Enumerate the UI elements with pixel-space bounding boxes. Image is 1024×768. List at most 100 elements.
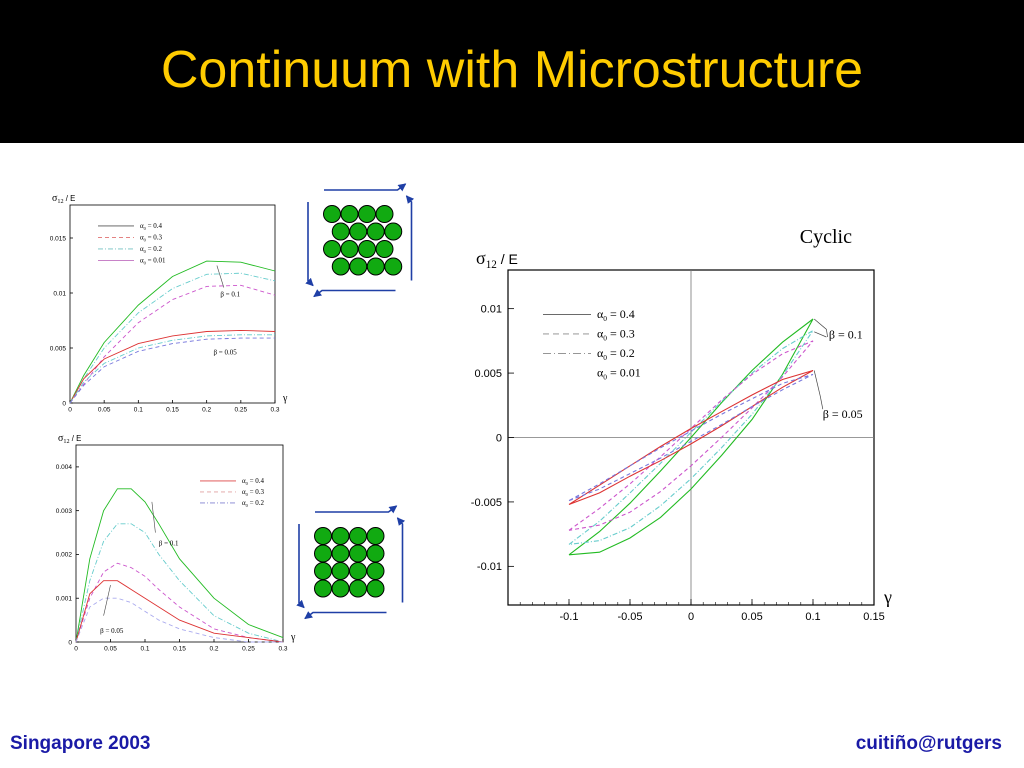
x-axis-label: γ bbox=[883, 587, 892, 607]
series-line-1 bbox=[75, 488, 284, 643]
series-line-6 bbox=[69, 337, 275, 404]
x-tick-label: -0.1 bbox=[560, 611, 579, 623]
series-line-2 bbox=[568, 330, 814, 545]
particle-disk bbox=[358, 240, 376, 258]
legend-label-2: α0 = 0.3 bbox=[242, 488, 265, 497]
bracket-beta-0-1 bbox=[813, 318, 828, 338]
particle-disk bbox=[358, 205, 376, 223]
bracket-beta-0-05 bbox=[813, 370, 824, 410]
x-tick-label: -0.05 bbox=[617, 611, 642, 623]
plot-frame bbox=[69, 204, 276, 404]
particle-disk bbox=[366, 222, 385, 241]
footer-author: cuitiño@rutgers bbox=[855, 733, 1002, 754]
particle-disk bbox=[314, 579, 332, 598]
particle-disk bbox=[349, 544, 367, 563]
y-tick-label: -0.005 bbox=[471, 497, 502, 509]
particle-disk bbox=[331, 579, 350, 598]
particle-disk bbox=[331, 544, 350, 563]
x-tick-label: 0.15 bbox=[166, 407, 179, 414]
x-tick-label: 0 bbox=[74, 646, 78, 653]
series-line-1 bbox=[568, 318, 814, 556]
y-tick-label: 0 bbox=[496, 432, 502, 444]
series-line-5 bbox=[75, 597, 283, 643]
legend-label-4: α0 = 0.01 bbox=[597, 366, 641, 382]
series-line-3 bbox=[568, 340, 814, 531]
series-line-2 bbox=[69, 272, 276, 404]
particle-disk bbox=[314, 562, 332, 580]
particle-disk bbox=[366, 562, 385, 580]
y-tick-label: 0.01 bbox=[481, 304, 502, 316]
x-tick-label: 0.25 bbox=[242, 646, 255, 653]
y-tick-label: 0.002 bbox=[56, 552, 73, 559]
y-tick-label: 0.01 bbox=[53, 290, 66, 297]
particle-disk bbox=[384, 257, 403, 276]
shear-arrow-left-icon bbox=[296, 524, 305, 609]
slide-title: Continuum with Microstructure bbox=[160, 41, 864, 99]
x-tick-label: 0.15 bbox=[173, 646, 186, 653]
annotation-beta-2: β = 0.05 bbox=[214, 349, 238, 357]
shear-arrow-bottom-icon bbox=[304, 611, 387, 620]
series-line-1 bbox=[69, 260, 276, 404]
particle-disk bbox=[375, 240, 394, 258]
particle-disk bbox=[314, 544, 332, 563]
shear-arrow-top-icon bbox=[315, 505, 398, 514]
series-line-3 bbox=[75, 562, 284, 643]
legend-label-3: α0 = 0.2 bbox=[140, 245, 163, 254]
y-axis-label: σ12 / E bbox=[58, 433, 81, 445]
y-tick-label: 0.003 bbox=[56, 508, 73, 515]
x-tick-label: 0.05 bbox=[741, 611, 762, 623]
particle-disk bbox=[331, 257, 350, 276]
particle-disk bbox=[331, 527, 350, 545]
shear-arrow-top-icon bbox=[324, 183, 407, 192]
x-tick-label: 0.2 bbox=[209, 646, 218, 653]
y-tick-label: 0.005 bbox=[50, 345, 67, 352]
footer-venue: Singapore 2003 bbox=[10, 733, 151, 754]
series-line-4 bbox=[75, 580, 284, 643]
x-tick-label: 0.3 bbox=[278, 646, 287, 653]
x-tick-label: 0.1 bbox=[140, 646, 149, 653]
particle-disk bbox=[366, 579, 385, 598]
x-tick-label: 0 bbox=[688, 611, 694, 623]
y-tick-label: 0.005 bbox=[474, 368, 502, 380]
y-axis-label: σ12 / E bbox=[52, 193, 75, 205]
x-tick-label: 0.05 bbox=[104, 646, 117, 653]
annotation-beta-1: β = 0.1 bbox=[159, 540, 179, 548]
monotonic-chart-top: 0 0.05 0.1 0.15 0.2 0.25 0.3 0 0.005 0.01 0.015 σ12… bbox=[50, 193, 288, 414]
annotation-beta-2: β = 0.05 bbox=[823, 407, 863, 421]
particle-disk bbox=[323, 240, 341, 258]
x-tick-label: 0.25 bbox=[235, 407, 248, 414]
annotation-leader-2 bbox=[103, 585, 111, 616]
annotation-leader-1 bbox=[216, 265, 225, 288]
x-tick-label: 0.3 bbox=[270, 407, 279, 414]
series-line-4 bbox=[69, 329, 276, 404]
particle-disk bbox=[375, 205, 394, 223]
particle-shear-diagram-bottom bbox=[296, 505, 406, 620]
shear-arrow-right-icon bbox=[396, 517, 406, 603]
x-tick-label: 0.1 bbox=[805, 611, 820, 623]
y-tick-label: 0.001 bbox=[56, 595, 73, 602]
particle-disk bbox=[331, 562, 350, 580]
annotation-beta-2: β = 0.05 bbox=[100, 627, 124, 635]
shear-arrow-right-icon bbox=[405, 195, 415, 281]
chart-title: Cyclic bbox=[800, 226, 852, 248]
y-tick-label: 0.004 bbox=[56, 464, 73, 471]
particle-disk bbox=[366, 527, 385, 545]
particle-disk bbox=[340, 240, 359, 258]
series-line-3 bbox=[69, 284, 276, 404]
particle-disk bbox=[340, 205, 359, 223]
legend-label-2: α0 = 0.3 bbox=[140, 234, 163, 243]
particle-disk bbox=[349, 222, 368, 241]
bracket-beta-0-1-lower bbox=[814, 331, 827, 338]
title-bar bbox=[0, 0, 1024, 143]
particle-disk bbox=[349, 579, 367, 598]
particle-shear-diagram-top bbox=[305, 183, 415, 298]
y-tick-label: 0 bbox=[62, 400, 66, 407]
legend-label-3: α0 = 0.2 bbox=[242, 499, 265, 508]
x-axis-label: γ bbox=[282, 393, 288, 404]
y-tick-label: 0 bbox=[68, 639, 72, 646]
legend-label-2: α0 = 0.3 bbox=[597, 327, 635, 343]
plot-frame bbox=[75, 444, 284, 643]
legend-label-4: α0 = 0.01 bbox=[140, 257, 166, 266]
series-line-2 bbox=[75, 523, 284, 643]
x-tick-label: 0.05 bbox=[98, 407, 111, 414]
